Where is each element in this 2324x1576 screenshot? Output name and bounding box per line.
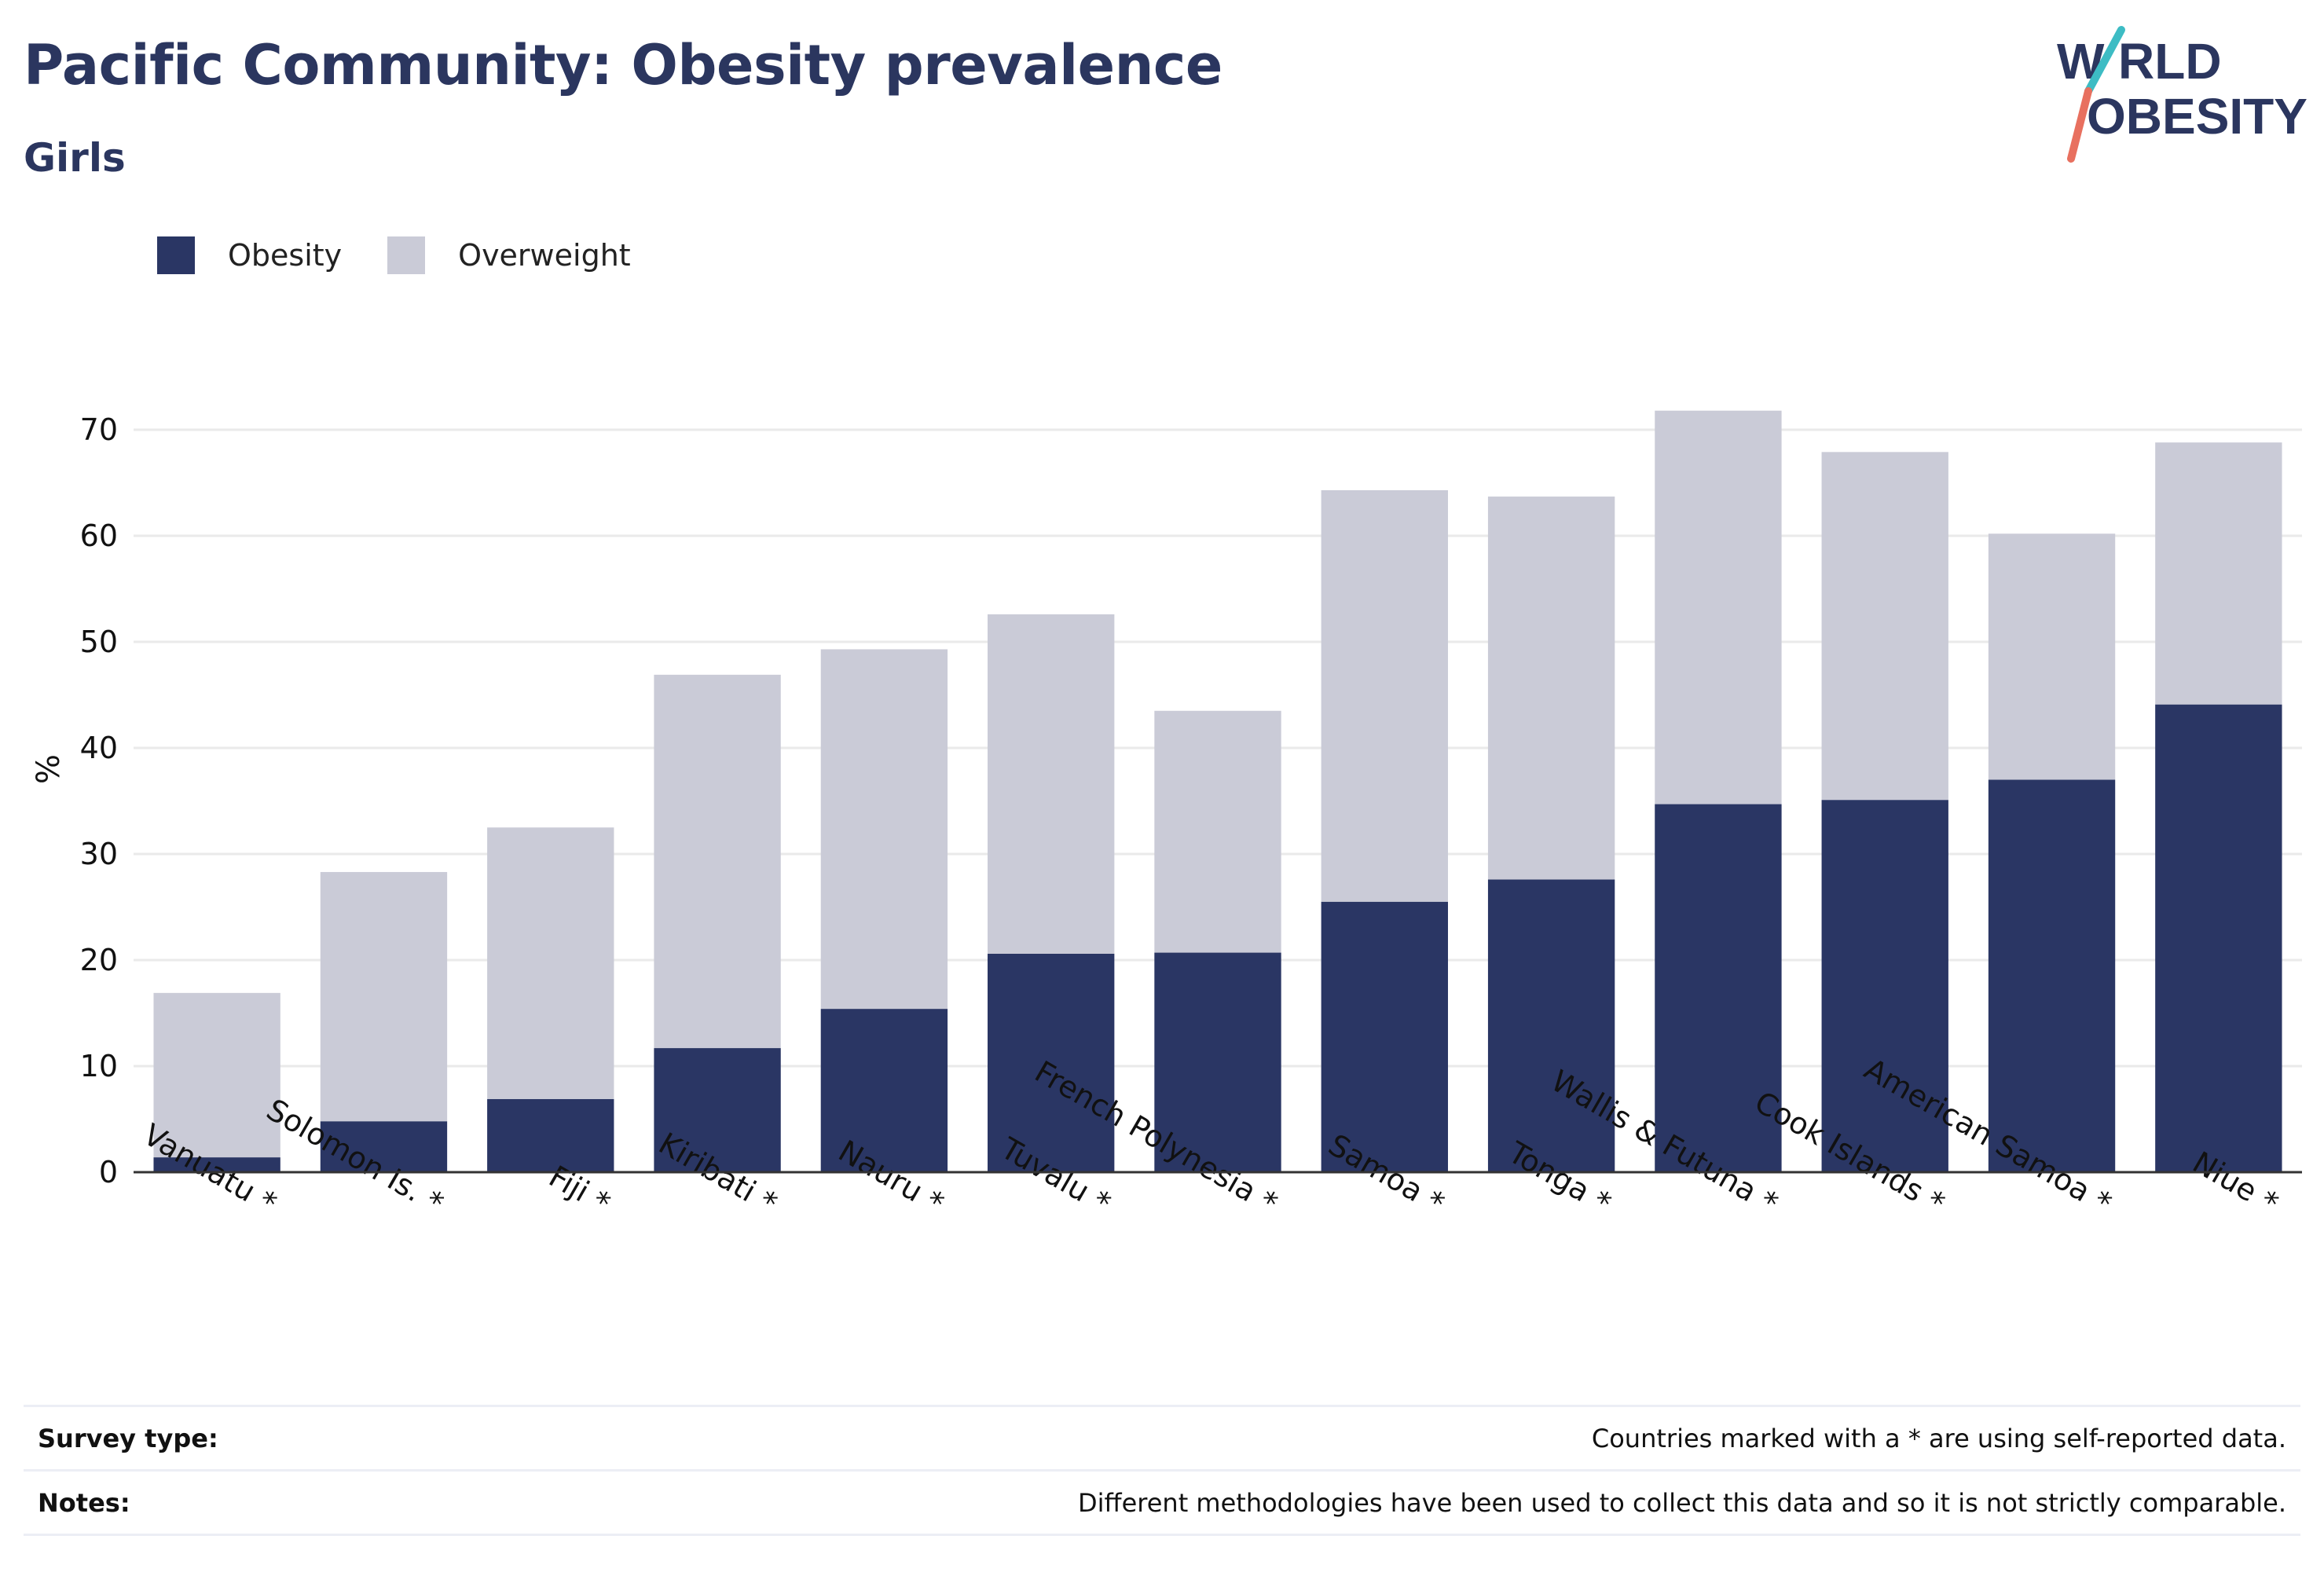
bar-overweight[interactable] <box>988 614 1115 954</box>
chart-legend: Obesity Overweight <box>157 232 676 279</box>
bar-obesity[interactable] <box>654 1048 781 1172</box>
bar-obesity[interactable] <box>487 1098 614 1172</box>
bar-overweight[interactable] <box>1655 410 1782 804</box>
bar-overweight[interactable] <box>654 674 781 1049</box>
bar-obesity[interactable] <box>820 1009 948 1172</box>
footer-divider <box>24 1534 2300 1536</box>
legend-item-obesity[interactable]: Obesity <box>157 236 342 274</box>
footer-survey-row: Survey type: Countries marked with a * a… <box>24 1405 2300 1470</box>
notes-label: Notes: <box>38 1488 130 1518</box>
y-tick-label: 30 <box>80 837 118 871</box>
footer-notes-row: Notes: Different methodologies have been… <box>24 1469 2300 1534</box>
legend-item-overweight[interactable]: Overweight <box>387 236 631 274</box>
bar-obesity[interactable] <box>153 1157 280 1172</box>
bar-overweight[interactable] <box>820 649 948 1010</box>
world-obesity-logo: W RLD OBESITY <box>2057 26 2308 163</box>
y-tick-label: 0 <box>99 1155 118 1189</box>
bar-obesity[interactable] <box>1154 952 1281 1172</box>
bar-overweight[interactable] <box>487 827 614 1099</box>
bar-overweight[interactable] <box>1487 497 1615 880</box>
bar-overweight[interactable] <box>1821 452 1948 801</box>
bar-overweight[interactable] <box>2155 442 2282 705</box>
bar-obesity[interactable] <box>320 1121 448 1172</box>
bar-overweight[interactable] <box>1321 489 1448 902</box>
bars <box>153 410 2282 1173</box>
y-tick-label: 50 <box>80 625 118 659</box>
bar-obesity[interactable] <box>1988 779 2116 1173</box>
y-tick-label: 20 <box>80 943 118 977</box>
svg-text:RLD: RLD <box>2118 33 2222 90</box>
bar-obesity[interactable] <box>1821 800 1948 1172</box>
bar-overweight[interactable] <box>153 992 280 1158</box>
notes-text: Different methodologies have been used t… <box>1078 1488 2286 1518</box>
chart-title: Pacific Community: Obesity prevalence <box>24 33 1222 97</box>
svg-text:OBESITY: OBESITY <box>2087 88 2308 145</box>
legend-label-obesity: Obesity <box>228 238 343 273</box>
bar-overweight[interactable] <box>1154 710 1281 953</box>
bar-obesity[interactable] <box>1655 804 1782 1172</box>
legend-swatch-obesity <box>157 236 195 274</box>
y-tick-label: 10 <box>80 1049 118 1083</box>
survey-type-label: Survey type: <box>38 1424 218 1453</box>
legend-swatch-overweight <box>387 236 426 274</box>
bar-overweight[interactable] <box>1988 533 2116 780</box>
bar-obesity[interactable] <box>988 953 1115 1172</box>
legend-label-overweight: Overweight <box>458 238 631 273</box>
y-axis-label: % <box>31 754 67 784</box>
bar-obesity[interactable] <box>1321 901 1448 1172</box>
chart-subtitle: Girls <box>24 135 126 181</box>
bar-overweight[interactable] <box>320 871 448 1122</box>
y-tick-label: 70 <box>80 412 118 447</box>
y-tick-label: 40 <box>80 731 118 765</box>
y-tick-label: 60 <box>80 519 118 553</box>
y-axis-ticks: 0 10 20 30 40 50 60 70 <box>80 412 118 1189</box>
bar-obesity[interactable] <box>1487 879 1615 1172</box>
survey-type-text: Countries marked with a * are using self… <box>1591 1424 2286 1453</box>
bar-obesity[interactable] <box>2155 704 2282 1172</box>
